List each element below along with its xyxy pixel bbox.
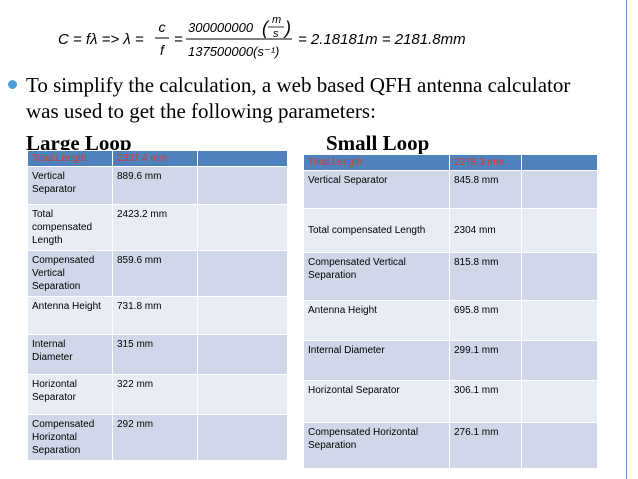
param-value: 2423.2 mm — [112, 204, 198, 251]
header-cell: Total Length — [27, 150, 113, 167]
bullet-text: To simplify the calculation, a web based… — [26, 73, 571, 123]
table-row: Antenna Height 695.8 mm — [303, 300, 598, 341]
slide-border — [626, 0, 627, 479]
param-extra — [197, 334, 288, 375]
formula-frac1-num: c — [159, 19, 166, 35]
param-extra — [521, 422, 598, 469]
param-extra — [521, 252, 598, 301]
wavelength-formula: C = fλ => λ = c f = 300000000 m s ( ) 13… — [58, 14, 466, 59]
param-name: Antenna Height — [27, 296, 113, 335]
large-loop-table: Total Length 2397.4 mm Vertical Separato… — [27, 150, 288, 461]
param-value: 299.1 mm — [449, 340, 522, 381]
param-extra — [197, 250, 288, 297]
param-name: Total compensated Length — [27, 204, 113, 251]
param-extra — [197, 166, 288, 205]
param-extra — [521, 340, 598, 381]
param-value: 815.8 mm — [449, 252, 522, 301]
param-name: Internal Diameter — [27, 334, 113, 375]
param-extra — [521, 300, 598, 341]
table-row: Horizontal Separator 322 mm — [27, 374, 288, 415]
small-loop-table: Total Length 2278.3 mm Vertical Separato… — [303, 154, 598, 469]
header-cell — [197, 150, 288, 167]
param-extra — [521, 380, 598, 423]
formula-unit-bottom: s — [273, 28, 279, 40]
svg-text:): ) — [283, 18, 291, 38]
table-row: Antenna Height 731.8 mm — [27, 296, 288, 335]
formula-unit-top: m — [272, 14, 281, 26]
param-extra — [197, 374, 288, 415]
table-header-row: Total Length 2397.4 mm — [27, 150, 288, 167]
svg-text:(: ( — [262, 18, 270, 38]
param-value: 845.8 mm — [449, 170, 522, 209]
small-loop-title: Small Loop — [326, 131, 430, 155]
param-value: 292 mm — [112, 414, 198, 461]
table-row: Internal Diameter 315 mm — [27, 334, 288, 375]
param-name: Compensated Vertical Separation — [303, 252, 450, 301]
param-value: 695.8 mm — [449, 300, 522, 341]
bullet-dot-icon — [8, 80, 17, 89]
table-row: Compensated Horizontal Separation 292 mm — [27, 414, 288, 461]
param-value: 859.6 mm — [112, 250, 198, 297]
table-row: Compensated Vertical Separation 815.8 mm — [303, 252, 598, 301]
param-name: Antenna Height — [303, 300, 450, 341]
param-value: 315 mm — [112, 334, 198, 375]
param-extra — [197, 204, 288, 251]
formula-den-unit: (s⁻¹) — [253, 44, 279, 59]
table-row: Total compensated Length 2304 mm — [303, 208, 598, 253]
param-value: 306.1 mm — [449, 380, 522, 423]
header-cell: 2397.4 mm — [112, 150, 198, 167]
param-extra — [197, 414, 288, 461]
param-extra — [197, 296, 288, 335]
param-value: 889.6 mm — [112, 166, 198, 205]
param-name: Vertical Separator — [303, 170, 450, 209]
table-row: Vertical Separator 845.8 mm — [303, 170, 598, 209]
table-row: Total compensated Length 2423.2 mm — [27, 204, 288, 251]
param-name: Internal Diameter — [303, 340, 450, 381]
table-header-row: Total Length 2278.3 mm — [303, 154, 598, 171]
formula-result: = 2.18181m = 2181.8mm — [298, 31, 466, 48]
formula-frac1-den: f — [160, 42, 166, 58]
formula-left: C = fλ => λ = — [58, 31, 144, 48]
param-name: Total compensated Length — [303, 208, 450, 253]
param-extra — [521, 208, 598, 253]
formula-eq: = — [174, 31, 183, 48]
param-name: Horizontal Separator — [303, 380, 450, 423]
param-extra — [521, 170, 598, 209]
param-value: 2304 mm — [449, 208, 522, 253]
param-name: Compensated Horizontal Separation — [303, 422, 450, 469]
param-name: Compensated Vertical Separation — [27, 250, 113, 297]
param-name: Horizontal Separator — [27, 374, 113, 415]
param-value: 731.8 mm — [112, 296, 198, 335]
header-cell — [521, 154, 598, 171]
header-cell: Total Length — [303, 154, 450, 171]
param-value: 276.1 mm — [449, 422, 522, 469]
table-row: Internal Diameter 299.1 mm — [303, 340, 598, 381]
table-row: Compensated Vertical Separation 859.6 mm — [27, 250, 288, 297]
table-row: Vertical Separator 889.6 mm — [27, 166, 288, 205]
table-row: Compensated Horizontal Separation 276.1 … — [303, 422, 598, 469]
table-row: Horizontal Separator 306.1 mm — [303, 380, 598, 423]
header-cell: 2278.3 mm — [449, 154, 522, 171]
formula-frac2-den: 137500000 — [188, 44, 254, 59]
formula-frac2-num: 300000000 — [188, 20, 254, 35]
param-name: Compensated Horizontal Separation — [27, 414, 113, 461]
param-name: Vertical Separator — [27, 166, 113, 205]
param-value: 322 mm — [112, 374, 198, 415]
